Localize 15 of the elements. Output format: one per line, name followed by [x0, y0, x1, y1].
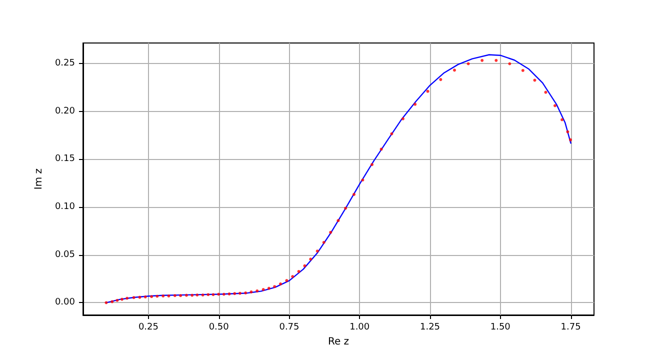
y-tick-label: 0.20 [54, 106, 76, 116]
x-tick-label: 0.25 [138, 322, 158, 332]
x-tick-label: 1.50 [490, 322, 511, 332]
y-tick-label: 0.05 [54, 250, 75, 260]
y-tick-label: 0.10 [54, 202, 76, 212]
x-tick-label: 0.50 [208, 322, 230, 332]
x-tick-label: 1.75 [560, 322, 581, 332]
x-tick-label: 0.75 [279, 322, 300, 332]
x-tick-label: 1.00 [350, 322, 370, 332]
y-tick-label: 0.15 [54, 154, 75, 164]
y-tick-label: 0.25 [54, 58, 75, 68]
y-axis-title: Im z [34, 168, 45, 190]
x-axis-title: Re z [328, 336, 350, 348]
x-tick-label: 1.25 [420, 322, 440, 332]
y-tick-label: 0.00 [54, 298, 76, 308]
